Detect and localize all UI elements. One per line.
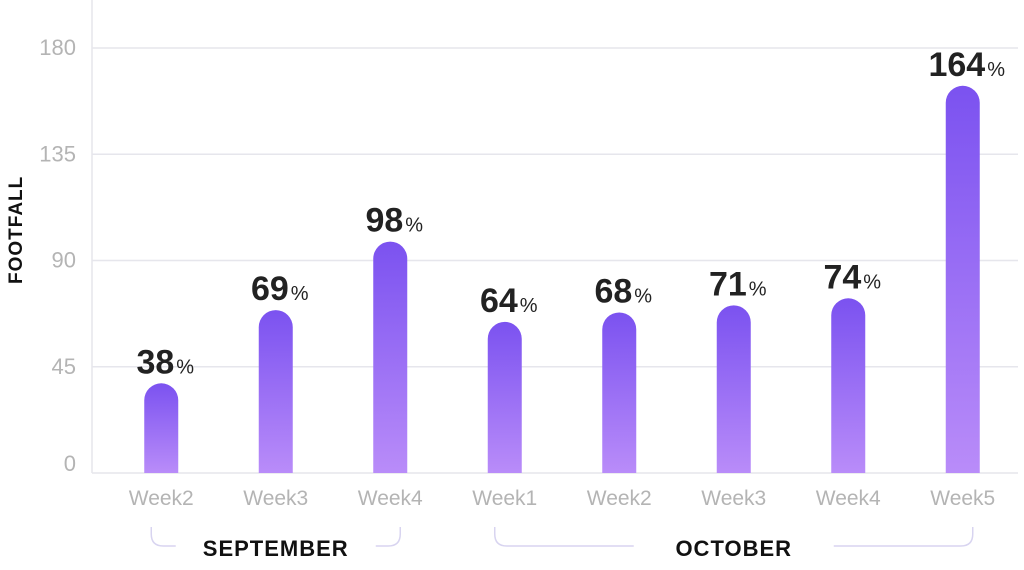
value-number: 98 <box>365 202 403 240</box>
value-percent-suffix: % <box>634 285 652 307</box>
y-tick-label: 0 <box>64 451 76 476</box>
x-tick-label: Week1 <box>472 487 537 510</box>
x-tick-label: Week4 <box>816 487 881 510</box>
bar <box>602 312 637 473</box>
value-percent-suffix: % <box>176 356 194 378</box>
value-number: 64 <box>480 282 518 320</box>
bar <box>945 85 980 474</box>
value-percent-suffix: % <box>749 278 767 300</box>
value-number: 68 <box>594 272 632 310</box>
bar <box>831 298 866 473</box>
bar <box>144 383 179 473</box>
value-percent-suffix: % <box>405 215 423 237</box>
bar <box>487 321 522 473</box>
label-layer: 0 45 90 135 180 38 % Week2 69 % Week3 98 % Week4 64 % We… <box>39 35 1005 561</box>
value-label: 71% <box>709 265 767 303</box>
value-percent-suffix: % <box>987 59 1005 81</box>
value-label: 98% <box>365 202 423 240</box>
value-percent-suffix: % <box>291 283 309 305</box>
value-number: 69 <box>251 270 289 308</box>
x-tick-label: Week2 <box>129 487 194 510</box>
x-tick-label: Week3 <box>701 487 766 510</box>
bar <box>373 241 408 473</box>
x-tick-label: Week2 <box>587 487 652 510</box>
group-label: OCTOBER <box>675 536 792 561</box>
value-label: 38% <box>136 343 194 381</box>
y-tick-label: 45 <box>52 354 76 379</box>
grid-layer <box>91 0 1018 547</box>
y-tick-label: 180 <box>39 35 76 60</box>
value-label: 164% <box>928 46 1005 84</box>
value-label: 68% <box>594 272 652 310</box>
value-label: 69% <box>251 270 309 308</box>
y-tick-label: 90 <box>52 248 76 273</box>
value-label: 64% <box>480 282 538 320</box>
y-axis-title: FOOTFALL <box>6 175 27 284</box>
value-percent-suffix: % <box>520 295 538 317</box>
x-tick-label: Week5 <box>930 487 995 510</box>
value-percent-suffix: % <box>863 271 881 293</box>
bar-layer <box>144 85 980 474</box>
group-label-background <box>633 534 834 558</box>
bar <box>716 305 751 473</box>
group-label-background <box>175 534 376 558</box>
x-tick-label: Week4 <box>358 487 423 510</box>
group-label: SEPTEMBER <box>203 536 349 561</box>
value-number: 74 <box>823 258 861 296</box>
value-number: 71 <box>709 265 747 303</box>
value-number: 38 <box>136 343 174 381</box>
value-number: 164 <box>928 46 985 84</box>
x-tick-label: Week3 <box>243 487 308 510</box>
value-label: 74% <box>823 258 881 296</box>
y-tick-label: 135 <box>39 141 76 166</box>
bar <box>258 310 293 473</box>
